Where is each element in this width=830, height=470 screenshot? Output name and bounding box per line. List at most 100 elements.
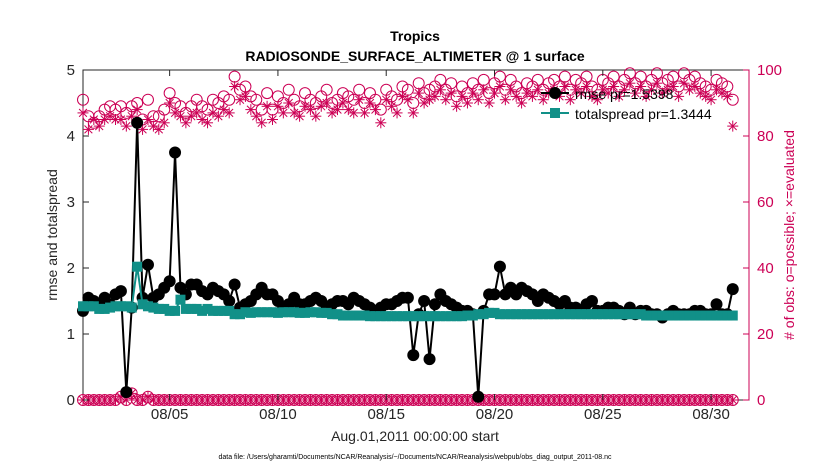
obs-evaluated-point <box>673 90 685 102</box>
obs-evaluated-point <box>131 104 143 116</box>
asterisk-stroke <box>327 108 337 118</box>
obs-evaluated-point <box>82 123 94 135</box>
y-right-tick-label: 0 <box>757 392 765 409</box>
spread-point <box>576 309 587 320</box>
obs-evaluated-point <box>402 94 414 106</box>
obs-evaluated-point <box>461 97 473 109</box>
obs-evaluated-point <box>440 94 452 106</box>
asterisk-stroke <box>262 102 272 111</box>
obs-evaluated-point <box>386 100 398 112</box>
rmse-point <box>141 258 154 271</box>
asterisk-stroke <box>674 92 683 101</box>
obs-evaluated-point <box>299 100 311 112</box>
data-file-footnote: data file: /Users/gharamti/Documents/NCA… <box>218 454 612 461</box>
asterisk-stroke <box>668 82 678 91</box>
asterisk-stroke <box>603 88 613 98</box>
obs-evaluated-point <box>613 90 625 102</box>
asterisk-stroke <box>295 111 304 121</box>
spread-point <box>316 307 327 318</box>
asterisk-stroke <box>522 88 532 98</box>
asterisk-stroke <box>273 102 283 111</box>
obs-evaluated-point <box>646 84 658 96</box>
asterisk-stroke <box>474 95 483 104</box>
axes-layer: 0 1 2 3 4 5 0 20 40 60 80 100 08/05 08/10 08/15 08/20 08… <box>67 62 782 423</box>
asterisk-stroke <box>197 115 207 124</box>
spread-point <box>262 307 273 318</box>
legend-spread-label: totalspread pr=1.3444 <box>575 106 712 122</box>
spread-point <box>641 310 652 321</box>
asterisk-stroke <box>132 105 142 114</box>
rmse-point <box>407 349 420 362</box>
asterisk-stroke <box>717 88 727 98</box>
rmse-point <box>488 288 501 301</box>
series-3 <box>77 77 739 135</box>
asterisk-stroke <box>625 78 635 88</box>
spread-point <box>462 310 473 321</box>
asterisk-stroke <box>647 85 656 95</box>
obs-evaluated-point <box>727 394 739 406</box>
obs-evaluated-point <box>288 107 300 119</box>
asterisk-stroke <box>241 92 250 101</box>
spread-point <box>565 309 576 320</box>
obs-evaluated-point <box>331 104 343 116</box>
obs-evaluated-point <box>207 107 219 119</box>
obs-evaluated-point <box>342 104 354 116</box>
obs-evaluated-point <box>120 120 132 132</box>
asterisk-stroke <box>728 395 737 405</box>
spread-point <box>494 309 505 320</box>
spread-point <box>538 309 549 320</box>
asterisk-stroke <box>338 98 348 108</box>
obs-evaluated-point <box>505 84 517 96</box>
asterisk-stroke <box>252 111 261 121</box>
spread-point <box>619 309 630 320</box>
obs-evaluated-point <box>321 97 333 109</box>
obs-evaluated-point <box>196 114 208 125</box>
spread-point <box>614 309 625 320</box>
obs-evaluated-point <box>174 110 186 122</box>
obs-evaluated-point <box>472 94 484 106</box>
asterisk-stroke <box>127 111 136 121</box>
obs-evaluated-point <box>294 110 306 122</box>
spread-point <box>180 303 191 314</box>
spread-point <box>695 310 706 321</box>
asterisk-stroke <box>598 85 608 95</box>
spread-point <box>283 307 294 318</box>
obs-evaluated-point <box>364 97 376 109</box>
obs-evaluated-point <box>142 391 154 403</box>
obs-evaluated-point <box>277 107 289 119</box>
obs-evaluated-point <box>229 81 241 92</box>
spread-point <box>235 309 246 320</box>
spread-point <box>570 309 581 320</box>
asterisk-stroke <box>143 115 153 124</box>
obs-evaluated-point <box>721 90 733 102</box>
spread-point <box>272 307 283 318</box>
asterisk-stroke <box>419 98 429 108</box>
obs-evaluated-point <box>678 77 690 89</box>
asterisk-stroke <box>663 85 673 95</box>
obs-evaluated-point <box>169 107 181 119</box>
asterisk-stroke <box>95 121 104 131</box>
spread-point <box>516 309 527 320</box>
rmse-point <box>114 285 127 298</box>
obs-evaluated-point <box>283 97 295 109</box>
spread-point <box>500 309 511 320</box>
obs-evaluated-point <box>667 81 679 92</box>
asterisk-stroke <box>539 95 548 104</box>
asterisk-stroke <box>398 92 407 101</box>
asterisk-stroke <box>576 88 586 98</box>
asterisk-stroke <box>208 108 218 118</box>
rmse-point <box>585 295 598 307</box>
obs-evaluated-point <box>510 90 522 102</box>
asterisk-stroke <box>224 108 234 118</box>
asterisk-stroke <box>571 85 580 95</box>
obs-evaluated-point <box>77 107 89 119</box>
obs-evaluated-point <box>478 84 490 96</box>
asterisk-stroke <box>566 95 575 104</box>
obs-evaluated-point <box>564 94 576 106</box>
obs-evaluated-point <box>359 107 371 119</box>
obs-evaluated-point <box>586 90 598 102</box>
spread-point <box>402 311 413 322</box>
asterisk-stroke <box>560 82 570 91</box>
obs-evaluated-point <box>267 114 279 125</box>
spread-point <box>337 310 348 321</box>
